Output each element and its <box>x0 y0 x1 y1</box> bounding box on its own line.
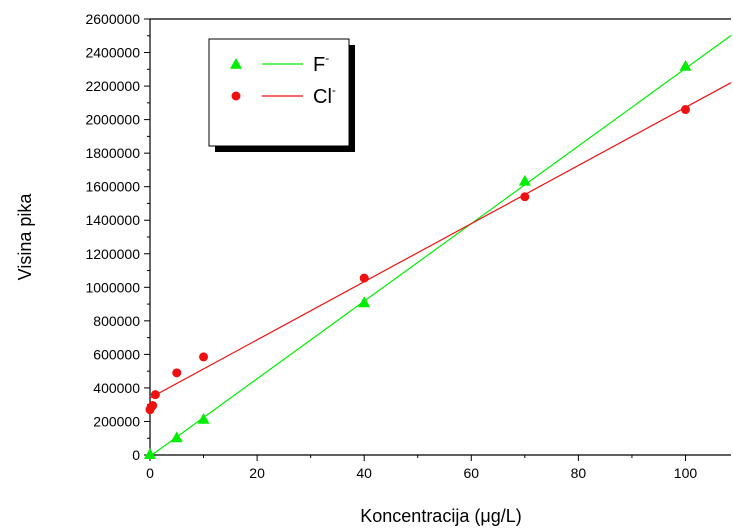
y-tick-label: 2600000 <box>85 11 140 27</box>
y-tick-label: 2200000 <box>85 78 140 94</box>
y-tick-label: 800000 <box>93 313 140 329</box>
cl-fit-line <box>149 82 732 399</box>
f-data-point <box>197 412 210 424</box>
fit-lines <box>149 35 732 456</box>
y-tick-label: 1800000 <box>85 145 140 161</box>
y-tick-label: 1200000 <box>85 246 140 262</box>
legend-box <box>208 38 350 147</box>
x-tick-label: 40 <box>356 465 372 481</box>
cl-data-point <box>199 352 209 362</box>
f-data-point <box>358 296 371 308</box>
cl-data-point <box>172 368 182 378</box>
legend-f-label: F- <box>313 51 329 76</box>
x-tick-label: 80 <box>571 465 587 481</box>
y-tick-label: 1400000 <box>85 212 140 228</box>
legend-f-marker <box>230 58 242 69</box>
x-tick-label: 60 <box>464 465 480 481</box>
y-axis-title: Visina pika <box>15 193 35 281</box>
x-tick-label: 20 <box>249 465 265 481</box>
legend-cl-marker <box>231 91 241 101</box>
f-data-point <box>170 431 183 443</box>
y-tick-label: 400000 <box>93 380 140 396</box>
legend-cl-label: Cl- <box>313 83 336 108</box>
y-tick-label: 600000 <box>93 346 140 362</box>
data-points <box>144 59 692 459</box>
f-fit-line <box>151 35 732 456</box>
cl-data-point <box>520 192 530 202</box>
y-tick-label: 2400000 <box>85 45 140 61</box>
f-data-point <box>679 59 692 71</box>
x-tick-label: 0 <box>146 465 154 481</box>
axes: 0 200000 400000 600000 800000 1000000 1200000 1… <box>85 11 731 481</box>
y-tick-label: 200000 <box>93 413 140 429</box>
x-tick-label: 100 <box>674 465 698 481</box>
cl-data-point <box>148 401 158 411</box>
f-data-point <box>144 448 156 459</box>
x-axis-title: Koncentracija (μg/L) <box>360 506 521 526</box>
y-tick-label: 2000000 <box>85 112 140 128</box>
f-data-point <box>518 174 531 186</box>
cl-data-point <box>150 390 160 400</box>
y-tick-label: 0 <box>132 447 140 463</box>
legend: F- Cl- <box>208 38 355 152</box>
cl-data-point <box>359 273 369 283</box>
y-tick-label: 1000000 <box>85 279 140 295</box>
y-tick-label: 1600000 <box>85 179 140 195</box>
cl-data-point <box>680 105 690 115</box>
